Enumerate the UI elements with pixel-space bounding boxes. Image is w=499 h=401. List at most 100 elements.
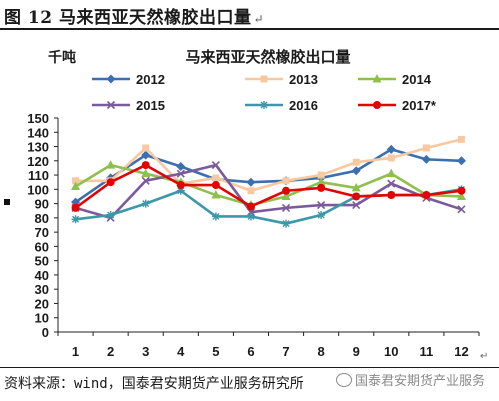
data-point bbox=[317, 211, 326, 220]
y-tick-label: 70 bbox=[35, 225, 49, 240]
data-point bbox=[141, 199, 150, 208]
data-point bbox=[457, 135, 465, 143]
watermark: 国泰君安期货产业服务 bbox=[336, 370, 485, 389]
y-tick-label: 50 bbox=[35, 254, 49, 269]
data-point bbox=[211, 161, 220, 170]
data-point bbox=[282, 177, 290, 185]
data-point bbox=[176, 186, 185, 195]
y-tick-label: 30 bbox=[35, 282, 49, 297]
data-point bbox=[281, 203, 291, 212]
data-point bbox=[456, 156, 466, 166]
x-tick-label: 5 bbox=[212, 344, 219, 359]
watermark-text: 国泰君安期货产业服务 bbox=[355, 374, 486, 389]
legend-marker bbox=[106, 100, 116, 110]
data-point bbox=[317, 171, 325, 179]
series-line-2015 bbox=[75, 163, 462, 220]
data-point bbox=[246, 202, 255, 211]
unit-label: 千吨 bbox=[48, 49, 76, 66]
x-tick-label: 8 bbox=[318, 344, 325, 359]
data-point bbox=[387, 154, 395, 162]
y-tick-label: 60 bbox=[35, 239, 49, 254]
data-point bbox=[71, 215, 80, 224]
data-point bbox=[422, 191, 431, 200]
data-point bbox=[247, 187, 255, 195]
data-point bbox=[71, 203, 80, 212]
data-point bbox=[71, 181, 81, 190]
data-point bbox=[211, 190, 221, 199]
data-point bbox=[352, 200, 361, 210]
data-point bbox=[316, 177, 326, 186]
data-point bbox=[246, 212, 255, 221]
data-point bbox=[141, 176, 150, 185]
x-tick-label: 10 bbox=[384, 344, 398, 359]
y-tick-label: 90 bbox=[35, 197, 49, 212]
data-point bbox=[317, 200, 326, 210]
series-line-2017 bbox=[74, 163, 462, 209]
x-tick-label: 3 bbox=[142, 344, 149, 359]
bottom-rule bbox=[0, 367, 499, 368]
y-tick-label: 0 bbox=[42, 325, 49, 340]
series-line-2013 bbox=[75, 138, 462, 193]
data-point bbox=[386, 144, 396, 154]
data-point bbox=[282, 186, 291, 195]
legend-marker bbox=[106, 74, 116, 84]
data-point bbox=[317, 183, 326, 192]
legend-label: 2017* bbox=[402, 98, 437, 113]
data-point bbox=[212, 174, 220, 182]
data-point bbox=[421, 154, 431, 164]
series-line-2014 bbox=[74, 163, 462, 207]
data-point bbox=[142, 144, 150, 152]
return-mark-icon: ↵ bbox=[480, 351, 489, 362]
x-tick-label: 12 bbox=[454, 344, 468, 359]
legend-label: 2013 bbox=[289, 72, 318, 87]
x-tick-label: 7 bbox=[282, 344, 289, 359]
y-tick-label: 140 bbox=[27, 125, 49, 140]
data-point bbox=[106, 178, 115, 187]
data-point bbox=[106, 211, 115, 220]
data-point bbox=[352, 158, 360, 166]
x-tick-label: 11 bbox=[420, 344, 434, 359]
legend-label: 2014 bbox=[402, 72, 432, 87]
legend-label: 2015 bbox=[136, 98, 165, 113]
legend-label: 2012 bbox=[136, 72, 165, 87]
data-point bbox=[72, 177, 80, 185]
data-point bbox=[352, 192, 361, 201]
data-point bbox=[387, 179, 396, 188]
data-point bbox=[422, 144, 430, 152]
x-tick-label: 9 bbox=[353, 344, 360, 359]
source-note: 资料来源：wind，国泰君安期货产业服务研究所 bbox=[4, 376, 304, 392]
legend-marker bbox=[260, 101, 268, 109]
data-point bbox=[176, 169, 185, 178]
y-tick-label: 80 bbox=[35, 211, 49, 226]
data-point bbox=[176, 181, 185, 190]
return-mark-icon: ↵ bbox=[253, 12, 265, 26]
x-tick-label: 1 bbox=[72, 344, 79, 359]
legend-marker bbox=[260, 75, 268, 83]
y-tick-label: 40 bbox=[35, 268, 49, 283]
data-point bbox=[141, 161, 150, 170]
data-point bbox=[386, 168, 396, 178]
chart-title: 马来西亚天然橡胶出口量 bbox=[185, 48, 350, 66]
y-tick-label: 120 bbox=[27, 154, 49, 169]
legend-marker bbox=[372, 74, 382, 83]
figure-title: 图 12 马来西亚天然橡胶出口量 ↵ bbox=[4, 8, 265, 28]
legend-marker bbox=[373, 101, 381, 109]
y-tick-label: 110 bbox=[28, 168, 49, 183]
data-point bbox=[456, 191, 466, 200]
data-point bbox=[457, 205, 466, 214]
data-point bbox=[211, 212, 220, 221]
data-point bbox=[387, 191, 396, 200]
data-point bbox=[141, 150, 151, 160]
series-line-2012 bbox=[74, 148, 462, 204]
data-point bbox=[141, 168, 151, 178]
data-point bbox=[71, 197, 81, 207]
data-point bbox=[211, 181, 220, 190]
top-rule bbox=[0, 28, 499, 30]
y-tick-label: 130 bbox=[27, 140, 49, 155]
y-tick-label: 10 bbox=[35, 311, 49, 326]
data-point bbox=[457, 186, 466, 195]
data-point bbox=[351, 166, 361, 176]
wechat-icon bbox=[336, 373, 352, 387]
data-point bbox=[246, 177, 256, 187]
